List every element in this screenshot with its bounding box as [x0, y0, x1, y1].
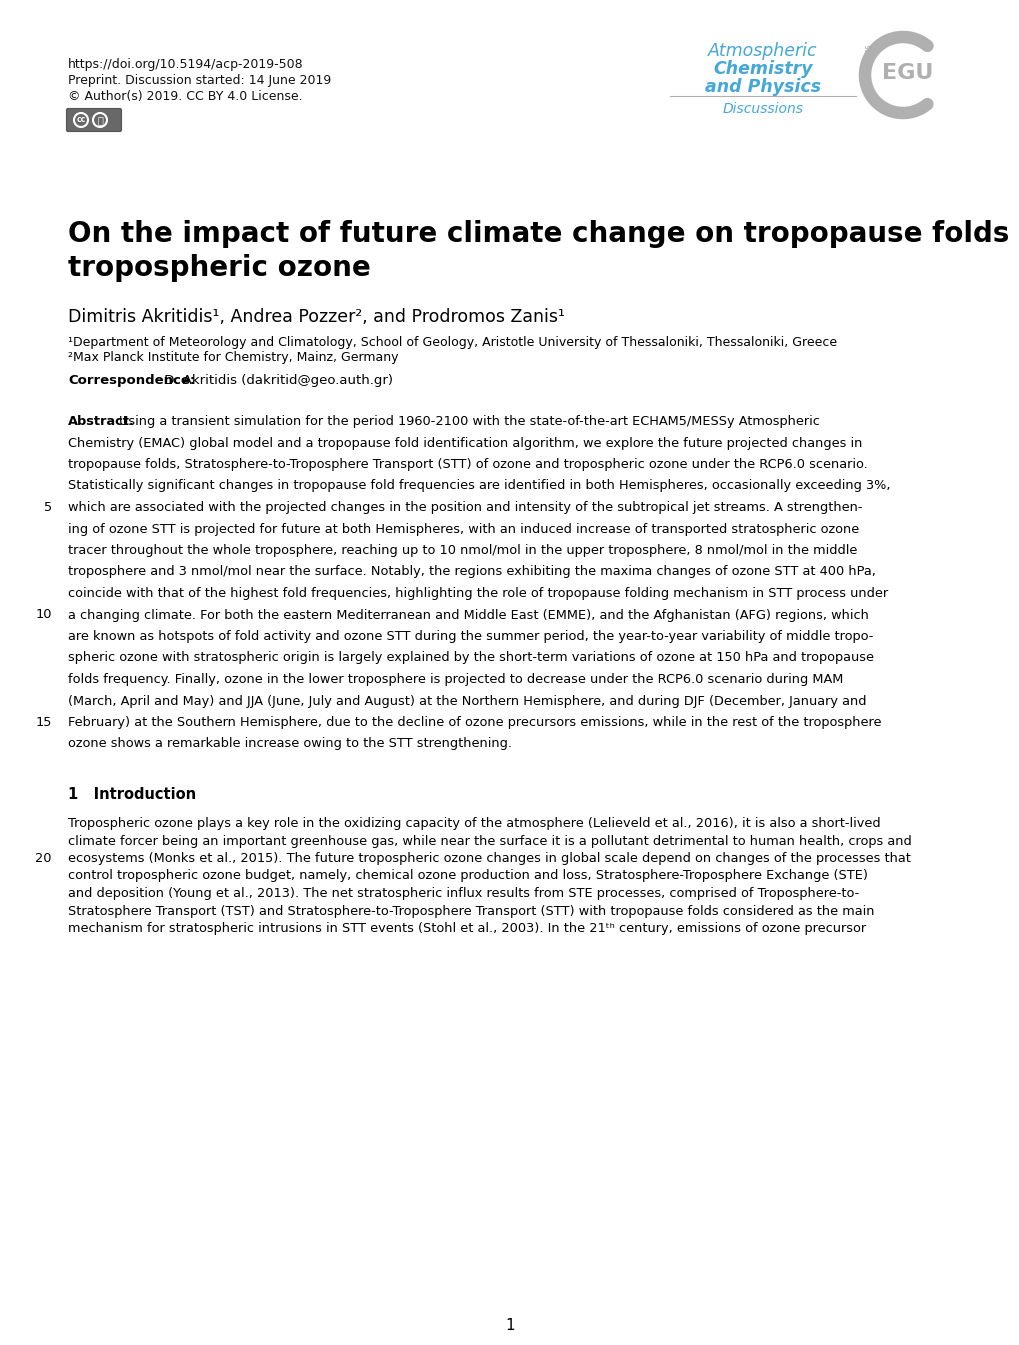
Text: Tropospheric ozone plays a key role in the oxidizing capacity of the atmosphere : Tropospheric ozone plays a key role in t…	[68, 816, 879, 830]
Text: Abstract.: Abstract.	[68, 416, 135, 428]
Text: ecosystems (Monks et al., 2015). The future tropospheric ozone changes in global: ecosystems (Monks et al., 2015). The fut…	[68, 851, 910, 865]
Text: and Physics: and Physics	[704, 78, 820, 95]
Text: Statistically significant changes in tropopause fold frequencies are identified : Statistically significant changes in tro…	[68, 480, 890, 492]
Text: 10: 10	[36, 608, 52, 621]
Text: (March, April and May) and JJA (June, July and August) at the Northern Hemispher: (March, April and May) and JJA (June, Ju…	[68, 694, 866, 707]
Text: https://doi.org/10.5194/acp-2019-508: https://doi.org/10.5194/acp-2019-508	[68, 58, 304, 71]
Text: ¹Department of Meteorology and Climatology, School of Geology, Aristotle Univers: ¹Department of Meteorology and Climatolo…	[68, 336, 837, 348]
Text: spheric ozone with stratospheric origin is largely explained by the short-term v: spheric ozone with stratospheric origin …	[68, 651, 873, 664]
Text: tropopause folds, Stratosphere-to-Troposphere Transport (STT) of ozone and tropo: tropopause folds, Stratosphere-to-Tropos…	[68, 459, 867, 471]
FancyBboxPatch shape	[66, 109, 121, 132]
Text: a changing climate. For both the eastern Mediterranean and Middle East (EMME), a: a changing climate. For both the eastern…	[68, 608, 868, 621]
Text: Dimitris Akritidis¹, Andrea Pozzer², and Prodromos Zanis¹: Dimitris Akritidis¹, Andrea Pozzer², and…	[68, 308, 565, 325]
Text: folds frequency. Finally, ozone in the lower troposphere is projected to decreas: folds frequency. Finally, ozone in the l…	[68, 672, 843, 686]
Text: Chemistry: Chemistry	[712, 61, 812, 78]
Text: cc: cc	[76, 116, 86, 125]
Text: 5: 5	[44, 500, 52, 514]
Text: tropospheric ozone: tropospheric ozone	[68, 254, 370, 282]
Text: 15: 15	[36, 716, 52, 729]
Text: tracer throughout the whole troposphere, reaching up to 10 nmol/mol in the upper: tracer throughout the whole troposphere,…	[68, 543, 857, 557]
Text: D. Akritidis (dakritid@geo.auth.gr): D. Akritidis (dakritid@geo.auth.gr)	[160, 374, 392, 387]
Text: Discussions: Discussions	[721, 102, 803, 116]
Text: climate forcer being an important greenhouse gas, while near the surface it is a: climate forcer being an important greenh…	[68, 834, 911, 847]
Text: 1: 1	[504, 1318, 515, 1333]
Text: ²Max Planck Institute for Chemistry, Mainz, Germany: ²Max Planck Institute for Chemistry, Mai…	[68, 351, 398, 364]
Text: mechanism for stratospheric intrusions in STT events (Stohl et al., 2003). In th: mechanism for stratospheric intrusions i…	[68, 923, 865, 935]
Text: ing of ozone STT is projected for future at both Hemispheres, with an induced in: ing of ozone STT is projected for future…	[68, 522, 858, 535]
Text: EGU: EGU	[881, 63, 932, 83]
Text: troposphere and 3 nmol/mol near the surface. Notably, the regions exhibiting the: troposphere and 3 nmol/mol near the surf…	[68, 565, 875, 578]
Text: On the impact of future climate change on tropopause folds and: On the impact of future climate change o…	[68, 221, 1019, 247]
Text: coincide with that of the highest fold frequencies, highlighting the role of tro: coincide with that of the highest fold f…	[68, 586, 888, 600]
Text: are known as hotspots of fold activity and ozone STT during the summer period, t: are known as hotspots of fold activity a…	[68, 629, 872, 643]
Text: Atmospheric: Atmospheric	[707, 42, 817, 61]
Text: © Author(s) 2019. CC BY 4.0 License.: © Author(s) 2019. CC BY 4.0 License.	[68, 90, 303, 104]
Text: Chemistry (EMAC) global model and a tropopause fold identification algorithm, we: Chemistry (EMAC) global model and a trop…	[68, 437, 861, 449]
Text: 20: 20	[36, 851, 52, 865]
Text: ozone shows a remarkable increase owing to the STT strengthening.: ozone shows a remarkable increase owing …	[68, 737, 512, 751]
Text: Open Access: Open Access	[863, 44, 872, 93]
Text: BY: BY	[87, 133, 95, 139]
Circle shape	[921, 40, 931, 51]
Text: control tropospheric ozone budget, namely, chemical ozone production and loss, S: control tropospheric ozone budget, namel…	[68, 869, 867, 882]
Text: February) at the Southern Hemisphere, due to the decline of ozone precursors emi: February) at the Southern Hemisphere, du…	[68, 716, 880, 729]
Text: Correspondence:: Correspondence:	[68, 374, 195, 387]
Text: ⓘ: ⓘ	[97, 116, 103, 125]
Text: Using a transient simulation for the period 1960-2100 with the state-of-the-art : Using a transient simulation for the per…	[119, 416, 819, 428]
Text: Stratosphere Transport (TST) and Stratosphere-to-Troposphere Transport (STT) wit: Stratosphere Transport (TST) and Stratos…	[68, 904, 873, 917]
Text: 1   Introduction: 1 Introduction	[68, 787, 196, 802]
Text: Preprint. Discussion started: 14 June 2019: Preprint. Discussion started: 14 June 20…	[68, 74, 331, 87]
Text: and deposition (Young et al., 2013). The net stratospheric influx results from S: and deposition (Young et al., 2013). The…	[68, 886, 858, 900]
Text: which are associated with the projected changes in the position and intensity of: which are associated with the projected …	[68, 500, 862, 514]
